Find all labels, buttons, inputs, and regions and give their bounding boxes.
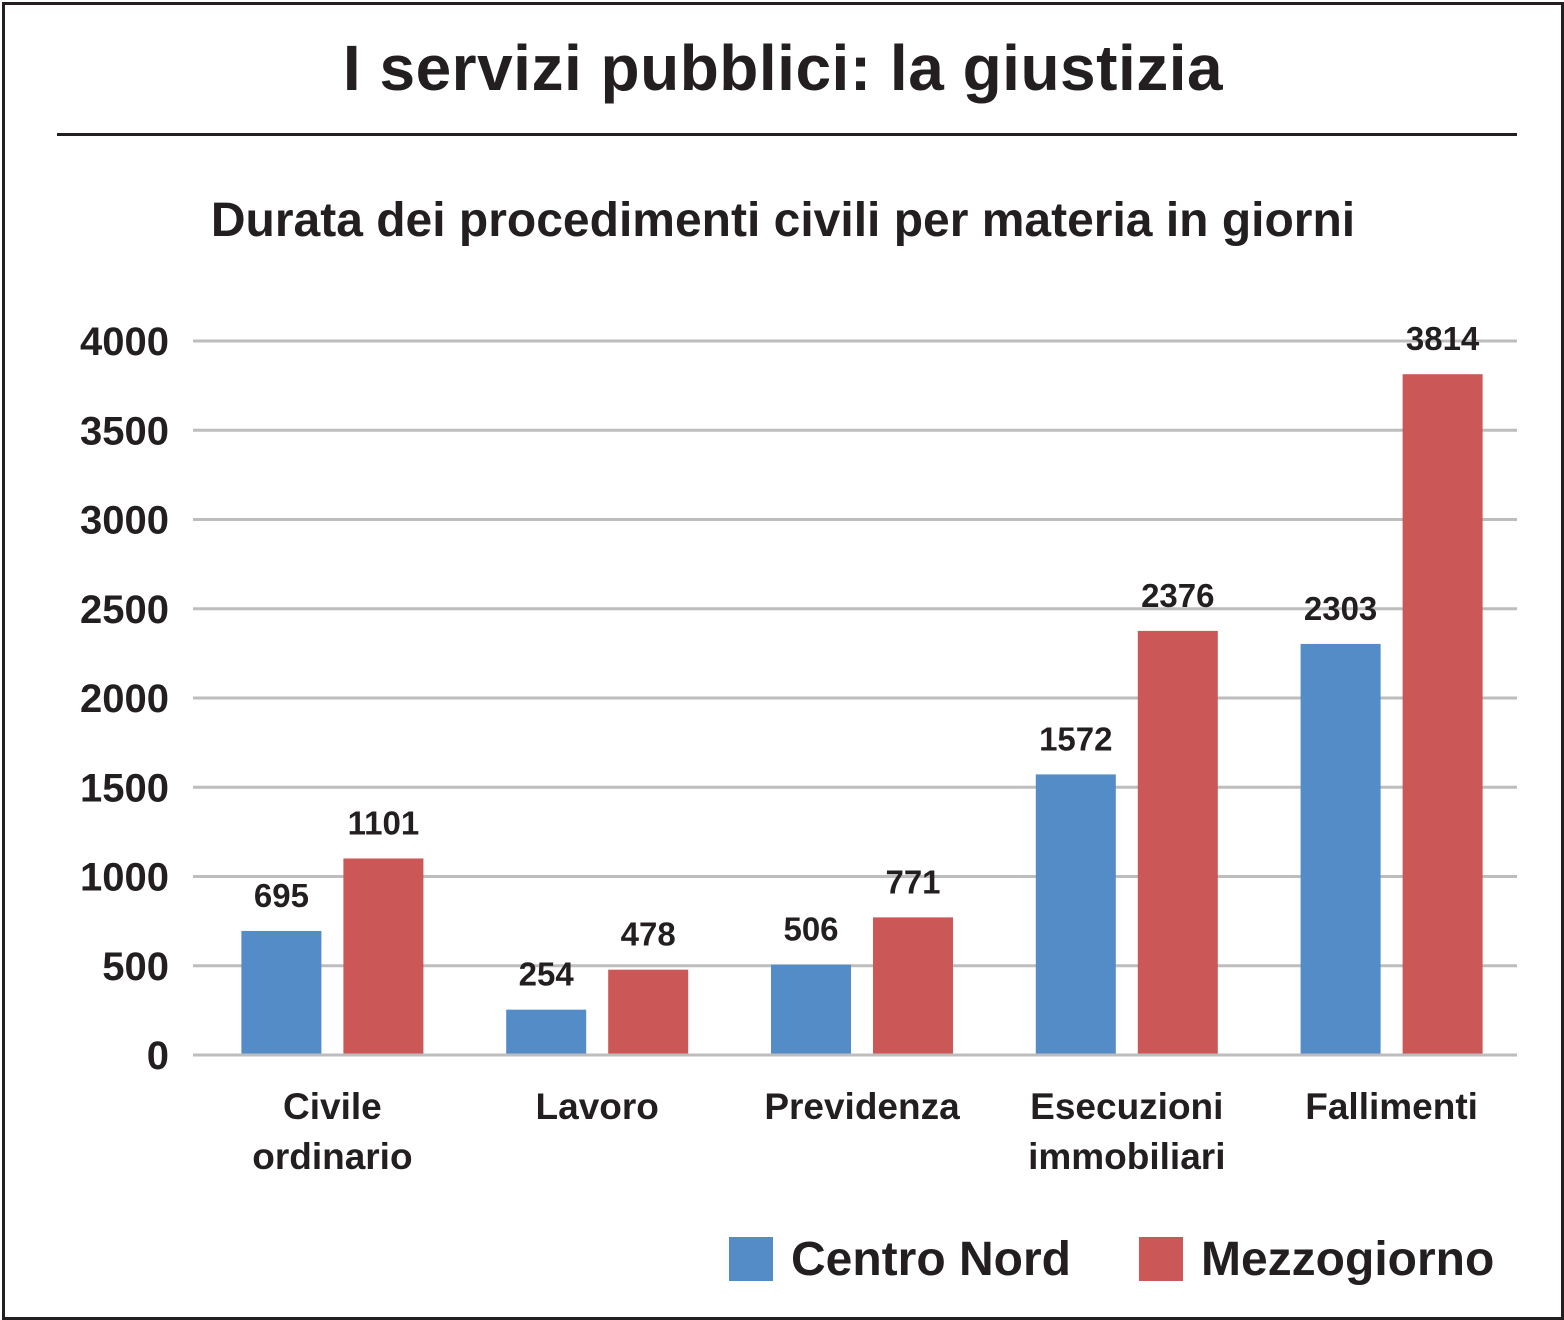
legend-swatch-mezzogiorno: [1139, 1237, 1183, 1281]
data-label: 1101: [348, 804, 420, 841]
y-tick-label: 1500: [80, 766, 169, 810]
x-tick-label: immobiliari: [1028, 1136, 1225, 1177]
bar: [1402, 374, 1483, 1055]
bar: [1035, 774, 1116, 1055]
data-label: 506: [783, 911, 838, 948]
x-tick-label: ordinario: [252, 1136, 412, 1177]
legend-label-mezzogiorno: Mezzogiorno: [1201, 1232, 1495, 1286]
x-tick-label: Lavoro: [536, 1086, 659, 1127]
data-label: 2303: [1304, 590, 1377, 627]
bar: [506, 1009, 587, 1055]
y-tick-label: 4000: [80, 320, 169, 364]
y-tick-label: 2500: [80, 588, 169, 632]
bar: [343, 858, 424, 1055]
x-tick-label: Fallimenti: [1305, 1086, 1478, 1127]
x-tick-label: Civile: [283, 1086, 382, 1127]
data-label: 771: [885, 863, 940, 900]
bar-chart: 0 500 1000 1500 2000 2500 3000 3500 4000 695 1101 C…: [80, 320, 1517, 1177]
data-label: 478: [621, 916, 676, 953]
x-tick-label: Previdenza: [764, 1086, 960, 1127]
bar: [873, 917, 953, 1055]
page-title: I servizi pubblici: la giustizia: [342, 32, 1224, 104]
legend-item-centro-nord: Centro Nord: [729, 1231, 1071, 1287]
bar: [1300, 643, 1381, 1055]
legend-swatch-centro-nord: [729, 1237, 773, 1281]
y-tick-label: 3000: [80, 499, 169, 543]
chart-subtitle: Durata dei procedimenti civili per mater…: [210, 194, 1356, 247]
y-tick-label: 2000: [80, 677, 169, 721]
data-label: 2376: [1141, 577, 1214, 614]
bar: [608, 969, 689, 1055]
data-label: 695: [254, 877, 309, 914]
data-label: 254: [519, 956, 575, 993]
y-tick-label: 1000: [80, 856, 169, 900]
x-tick-label: Esecuzioni: [1030, 1086, 1223, 1127]
y-tick-label: 3500: [80, 409, 169, 453]
legend-item-mezzogiorno: Mezzogiorno: [1139, 1231, 1494, 1287]
bar: [241, 930, 322, 1055]
data-label: 1572: [1039, 720, 1112, 757]
bar: [1137, 630, 1218, 1055]
legend-label-centro-nord: Centro Nord: [791, 1232, 1071, 1286]
title-divider: [57, 133, 1517, 136]
y-tick-label: 0: [147, 1034, 169, 1078]
y-tick-label: 500: [102, 945, 169, 989]
data-label: 3814: [1406, 320, 1480, 357]
bar: [771, 964, 851, 1055]
